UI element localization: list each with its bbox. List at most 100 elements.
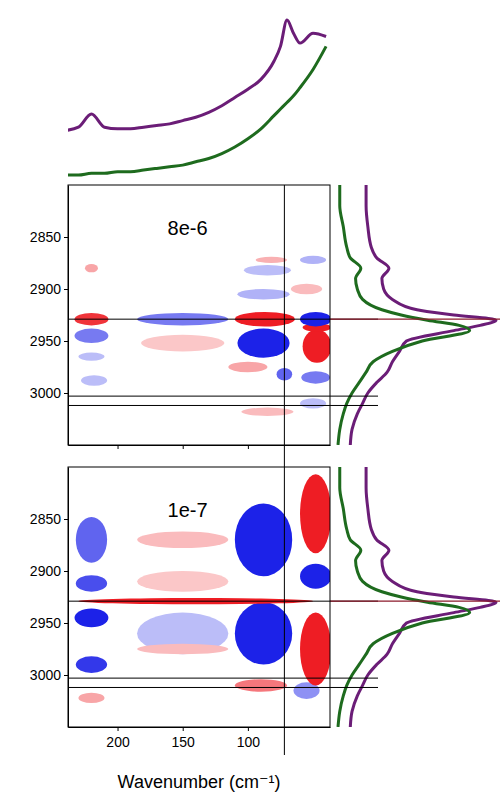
contour-feature	[235, 679, 287, 691]
tick-label: 2950	[30, 615, 61, 631]
contour-marks	[75, 256, 330, 416]
contour-feature	[137, 531, 228, 548]
tick-label: 150	[172, 734, 196, 750]
tick-label: 2950	[30, 333, 61, 349]
tick-mark	[64, 393, 68, 394]
side-spectrum-line	[350, 185, 496, 445]
contour-feature	[81, 375, 107, 385]
tick-mark	[64, 289, 68, 290]
side-spectra	[338, 467, 496, 727]
contour-feature	[137, 613, 228, 655]
axis-line	[68, 468, 69, 728]
panel-label: 8e-6	[168, 217, 208, 239]
contour-feature	[78, 352, 104, 360]
contour-feature	[237, 329, 289, 358]
reference-line	[284, 185, 285, 755]
contour-feature	[300, 398, 326, 408]
reference-line	[68, 396, 378, 397]
tick: 2950	[30, 333, 68, 349]
x-axis	[69, 445, 331, 449]
contour-feature	[137, 571, 228, 592]
tick-mark	[183, 727, 184, 731]
axis-line	[69, 727, 331, 728]
tick-label: 3000	[30, 385, 61, 401]
contour-feature	[75, 329, 109, 344]
contour-feature	[76, 656, 107, 673]
tick: 3000	[30, 667, 68, 683]
contour-feature	[78, 693, 104, 703]
contour-feature	[291, 284, 322, 294]
contour-feature	[244, 265, 291, 275]
contour-feature	[301, 371, 330, 383]
contour-feature	[76, 517, 107, 563]
peak-line	[330, 601, 500, 602]
contour-feature	[256, 257, 287, 263]
y-axis: 2850 2900 2950 3000	[30, 468, 69, 728]
side-spectrum-line	[338, 185, 470, 445]
tick-label: 100	[237, 734, 261, 750]
reference-line	[68, 687, 378, 688]
spectrum-line	[68, 20, 326, 130]
tick-mark	[64, 571, 68, 572]
axis-line	[68, 186, 69, 446]
tick: 100	[237, 727, 261, 750]
side-spectra	[338, 185, 496, 445]
tick-mark	[64, 623, 68, 624]
tick-label: 3000	[30, 667, 61, 683]
side-spectrum-line	[350, 467, 496, 727]
peak-line	[330, 319, 500, 320]
tick: 2900	[30, 563, 68, 579]
tick-mark	[64, 341, 68, 342]
panel: 2850 2900 2950 3000 200 150 100 1e-7	[30, 467, 500, 750]
reference-line	[68, 405, 378, 406]
contour-feature	[300, 474, 330, 553]
tick-mark	[248, 727, 249, 731]
panel: 2850 2900 2950 3000 8e-6	[30, 185, 500, 449]
tick-label: 2900	[30, 563, 61, 579]
tick	[183, 445, 184, 449]
side-spectrum-line	[338, 467, 470, 727]
tick-mark	[248, 445, 249, 449]
tick-mark	[64, 675, 68, 676]
tick: 2900	[30, 281, 68, 297]
tick	[118, 445, 119, 449]
contour-feature	[137, 644, 228, 654]
tick-mark	[64, 237, 68, 238]
tick: 150	[172, 727, 196, 750]
spectrum-line	[68, 46, 326, 175]
tick: 2950	[30, 615, 68, 631]
tick: 2850	[30, 229, 68, 245]
axis-line	[69, 445, 331, 446]
contour-feature	[300, 256, 326, 264]
tick-label: 2850	[30, 229, 61, 245]
tick-mark	[118, 445, 119, 449]
tick	[248, 445, 249, 449]
contour-feature	[300, 613, 330, 686]
contour-feature	[300, 564, 330, 589]
contour-feature	[141, 335, 224, 352]
tick-mark	[118, 727, 119, 731]
panel-frame	[68, 467, 330, 727]
contour-feature	[235, 602, 292, 664]
tick: 200	[106, 727, 130, 750]
y-axis: 2850 2900 2950 3000	[30, 186, 69, 446]
tick-mark	[64, 519, 68, 520]
tick: 2850	[30, 511, 68, 527]
tick-label: 200	[106, 734, 130, 750]
figure: 2850 2900 2950 3000 8e-6 2850 2900 2950 3000 200 1…	[0, 0, 503, 805]
contour-feature	[75, 608, 109, 627]
tick: 3000	[30, 385, 68, 401]
contour-feature	[76, 575, 107, 592]
contour-feature	[85, 264, 98, 272]
top-spectrum	[68, 20, 326, 175]
tick-label: 2850	[30, 511, 61, 527]
axis-title: Wavenumber (cm⁻¹)	[118, 772, 281, 792]
panel-frame	[68, 185, 330, 445]
x-axis: 200 150 100	[69, 727, 331, 750]
contour-feature	[237, 289, 289, 299]
contour-feature	[241, 408, 293, 416]
contour-feature	[228, 362, 267, 372]
tick-label: 2900	[30, 281, 61, 297]
panel-label: 1e-7	[168, 499, 208, 521]
tick-mark	[183, 445, 184, 449]
